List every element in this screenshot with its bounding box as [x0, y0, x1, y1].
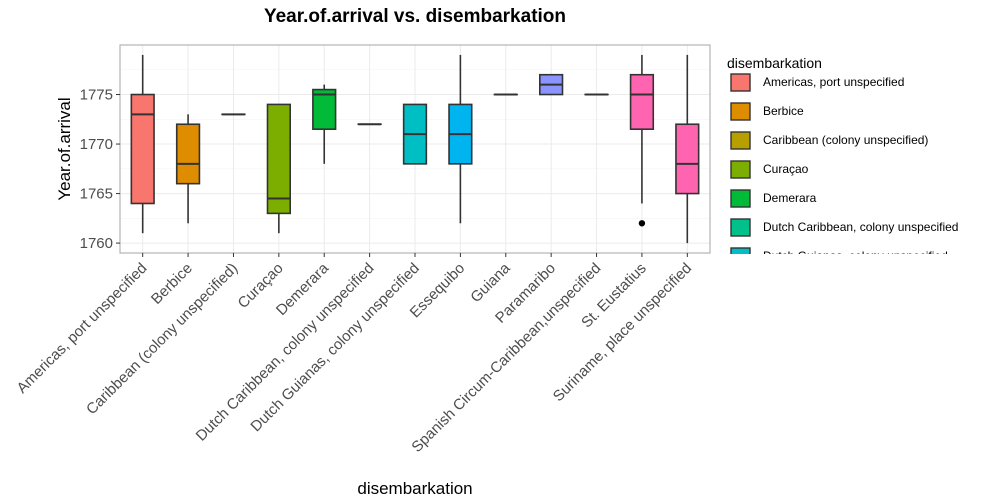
- box-12: [629, 54, 655, 227]
- legend-key: [730, 160, 751, 179]
- legend-item: Dutch Guianas, colony unspecified: [730, 247, 948, 263]
- box-body: [266, 103, 291, 215]
- y-tick-label: 1760: [80, 235, 113, 252]
- legend-key: [730, 189, 751, 208]
- legend-label: Dutch Caribbean, colony unspecified: [763, 220, 958, 234]
- legend-item: Americas, port unspecified: [730, 73, 904, 92]
- legend-item: Dutch Caribbean, colony unspecified: [730, 218, 958, 237]
- box-body: [175, 123, 201, 185]
- legend-label: Americas, port unspecified: [763, 75, 904, 89]
- legend-key: [730, 102, 751, 121]
- box-body: [629, 73, 655, 130]
- legend-items: Americas, port unspecified Berbice Caribbe…: [730, 73, 958, 263]
- box-13: [675, 54, 700, 244]
- outlier-point: [638, 220, 646, 227]
- legend-label: Demerara: [763, 191, 817, 205]
- y-tick-label: 1770: [80, 136, 113, 153]
- legend-key: [730, 73, 751, 92]
- legend-item: Curaçao: [730, 160, 809, 179]
- y-tick-label: 1775: [80, 87, 113, 104]
- box-7: [402, 103, 428, 165]
- legend-item: Berbice: [730, 102, 804, 121]
- plot-area: [119, 44, 711, 254]
- box-4: [266, 103, 291, 234]
- legend-key: [730, 131, 751, 150]
- legend-label: Curaçao: [763, 162, 809, 176]
- y-axis-title: Year.of.arrival: [55, 97, 74, 200]
- legend-item: Caribbean (colony unspecified): [730, 131, 928, 150]
- legend-item: Demerara: [730, 189, 817, 208]
- box-body: [312, 88, 337, 130]
- box-body: [130, 93, 155, 205]
- box-8: [448, 54, 473, 224]
- chart-title: Year.of.arrival vs. disembarkation: [264, 6, 566, 27]
- box-10: [539, 73, 564, 96]
- box-5: [312, 84, 337, 164]
- legend-title: disembarkation: [727, 55, 822, 71]
- y-tick-label: 1765: [80, 186, 113, 203]
- x-tick-label: Dutch Guianas, colony unspecified: [247, 260, 422, 435]
- x-axis-ticks: Americas, port unspecifiedBerbiceCaribbe…: [14, 253, 695, 456]
- x-axis-title: disembarkation: [357, 479, 472, 498]
- legend: disembarkation Americas, port unspecifie…: [727, 55, 958, 263]
- legend-label: Dutch Guianas, colony unspecified: [763, 249, 948, 263]
- box-body: [675, 123, 700, 195]
- y-axis-ticks: 1760 1765 1770 1775: [80, 87, 120, 252]
- box-2: [175, 114, 201, 224]
- legend-label: Caribbean (colony unspecified): [763, 133, 928, 147]
- legend-key: [730, 247, 751, 254]
- legend-key: [730, 218, 751, 237]
- box-1: [130, 54, 155, 234]
- legend-label: Berbice: [763, 104, 804, 118]
